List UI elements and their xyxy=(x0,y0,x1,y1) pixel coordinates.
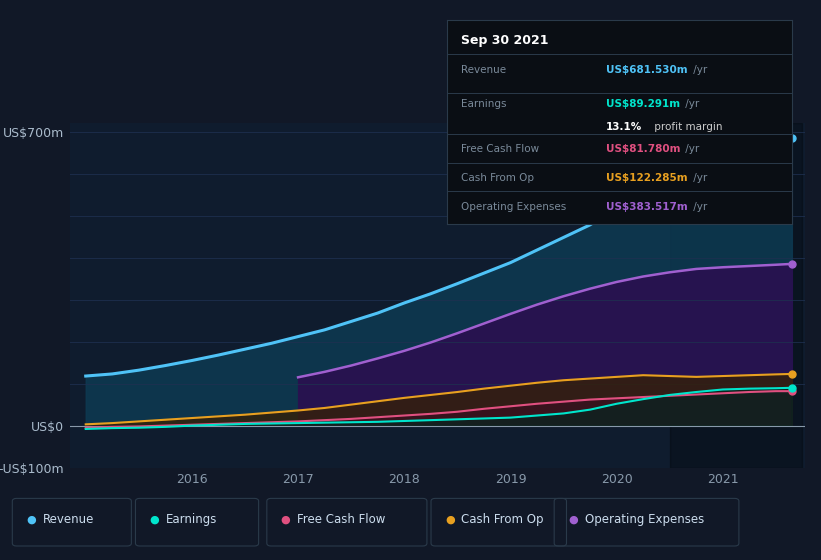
Text: US$81.780m: US$81.780m xyxy=(606,144,681,155)
Text: ●: ● xyxy=(445,515,455,525)
Text: Earnings: Earnings xyxy=(166,513,218,526)
Text: 13.1%: 13.1% xyxy=(606,122,642,132)
Text: ●: ● xyxy=(149,515,159,525)
Text: ●: ● xyxy=(281,515,291,525)
Text: US$383.517m: US$383.517m xyxy=(606,202,688,212)
Text: Free Cash Flow: Free Cash Flow xyxy=(297,513,386,526)
Text: /yr: /yr xyxy=(690,173,707,183)
Text: Revenue: Revenue xyxy=(461,64,507,74)
Text: ●: ● xyxy=(568,515,578,525)
Text: Free Cash Flow: Free Cash Flow xyxy=(461,144,539,155)
Text: Operating Expenses: Operating Expenses xyxy=(585,513,704,526)
Text: US$122.285m: US$122.285m xyxy=(606,173,688,183)
Text: /yr: /yr xyxy=(682,99,699,109)
Text: /yr: /yr xyxy=(682,144,699,155)
Text: Cash From Op: Cash From Op xyxy=(461,513,544,526)
Text: Earnings: Earnings xyxy=(461,99,507,109)
Text: Cash From Op: Cash From Op xyxy=(461,173,534,183)
Text: /yr: /yr xyxy=(690,64,707,74)
Text: /yr: /yr xyxy=(690,202,707,212)
Text: Revenue: Revenue xyxy=(43,513,94,526)
Text: profit margin: profit margin xyxy=(651,122,722,132)
Text: Operating Expenses: Operating Expenses xyxy=(461,202,566,212)
Text: US$681.530m: US$681.530m xyxy=(606,64,688,74)
Text: ●: ● xyxy=(26,515,36,525)
Text: Sep 30 2021: Sep 30 2021 xyxy=(461,34,548,47)
Bar xyxy=(670,123,802,468)
Text: US$89.291m: US$89.291m xyxy=(606,99,680,109)
